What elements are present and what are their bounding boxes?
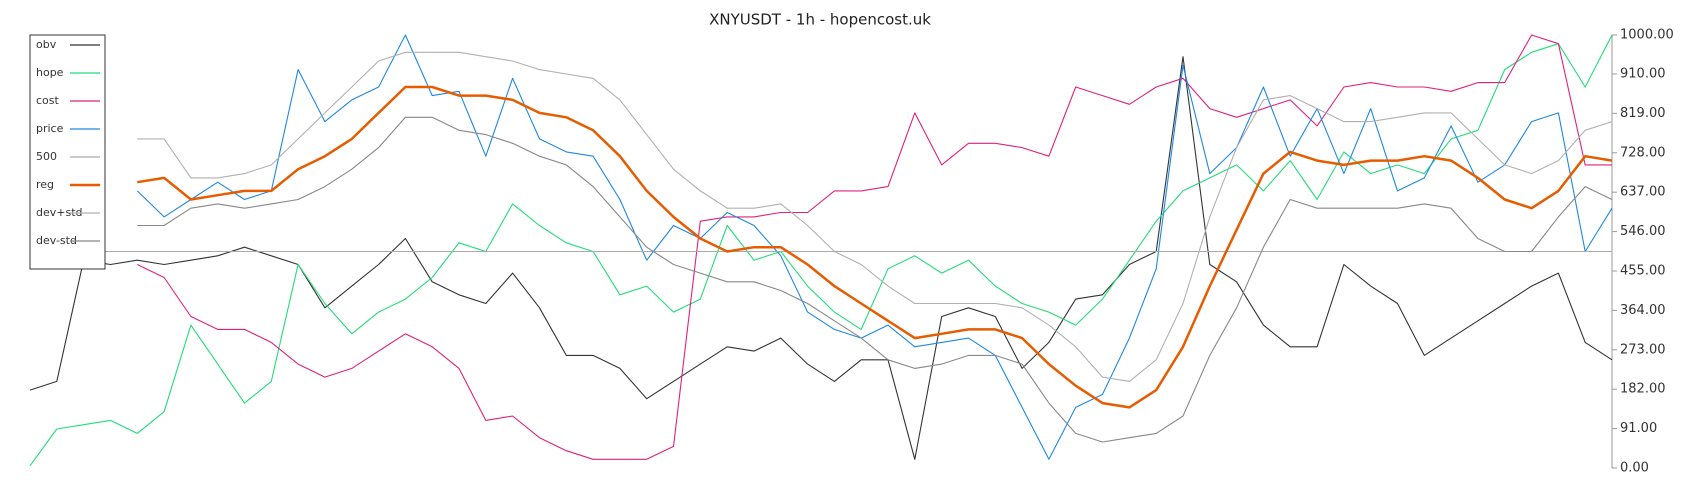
- y-tick-label: 273.00: [1620, 342, 1666, 357]
- series-line: [137, 34, 1612, 460]
- y-tick-label: 546.00: [1620, 224, 1666, 239]
- legend-label: cost: [36, 94, 60, 107]
- series-line: [29, 34, 1613, 467]
- series-line: [29, 56, 1613, 460]
- y-tick-label: 728.00: [1620, 145, 1666, 160]
- y-tick-label: 455.00: [1620, 263, 1666, 278]
- legend-label: hope: [36, 66, 64, 79]
- series-line: [137, 85, 1613, 409]
- legend-label: dev-std: [36, 234, 77, 247]
- legend: obv hope cost price 500 reg dev+std dev-std: [29, 34, 106, 270]
- legend-label: reg: [36, 178, 54, 191]
- y-tick-label: 364.00: [1620, 303, 1666, 318]
- y-tick-label: 182.00: [1620, 382, 1666, 397]
- y-tick-label: 637.00: [1620, 185, 1666, 200]
- series-line: [137, 51, 1613, 382]
- y-tick-label: 91.00: [1620, 421, 1657, 436]
- legend-label: obv: [36, 38, 57, 51]
- series-line: [136, 34, 1613, 460]
- legend-label: price: [36, 122, 64, 135]
- y-tick-label: 819.00: [1620, 106, 1666, 121]
- legend-label: dev+std: [36, 206, 83, 219]
- series-line: [137, 116, 1613, 443]
- y-tick-label: 1000.00: [1620, 28, 1674, 43]
- y-tick-label: 0.00: [1620, 461, 1649, 476]
- chart-title: XNYUSDT - 1h - hopencost.uk: [709, 11, 931, 29]
- y-tick-label: 910.00: [1620, 66, 1666, 81]
- legend-label: 500: [36, 150, 57, 163]
- legend-box: [29, 34, 106, 270]
